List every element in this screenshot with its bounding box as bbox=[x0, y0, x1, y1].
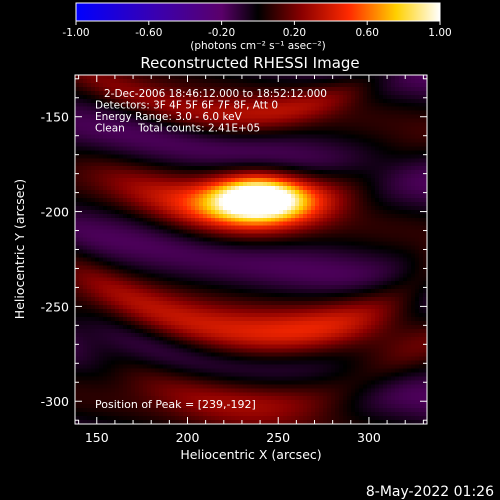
annotation-line: Clean Total counts: 2.41E+05 bbox=[95, 123, 260, 135]
peak-position-label: Position of Peak = [239,-192] bbox=[95, 398, 256, 411]
chart-title: Reconstructed RHESSI Image bbox=[140, 54, 359, 72]
x-axis-label: Heliocentric X (arcsec) bbox=[180, 447, 321, 462]
x-tick-label: 150 bbox=[85, 430, 109, 445]
footer-timestamp: 8-May-2022 01:26 bbox=[366, 484, 494, 500]
colorbar-unit-label: (photons cm⁻² s⁻¹ asec⁻²) bbox=[190, 40, 325, 52]
annotation-line: Energy Range: 3.0 - 6.0 keV bbox=[95, 111, 243, 123]
y-tick-label: -250 bbox=[41, 299, 69, 314]
x-tick-label: 300 bbox=[357, 430, 381, 445]
x-axis-ticks: 150 200 250 300 bbox=[78, 75, 424, 445]
colorbar-gradient bbox=[75, 2, 441, 22]
colorbar-tick-label: -0.20 bbox=[208, 27, 235, 39]
y-tick-label: -300 bbox=[41, 394, 69, 409]
y-tick-label: -200 bbox=[41, 205, 69, 220]
x-tick-label: 200 bbox=[176, 430, 200, 445]
colorbar-tick-label: -0.60 bbox=[135, 27, 162, 39]
x-tick-label: 250 bbox=[266, 430, 290, 445]
colorbar-ticks: -1.00 -0.60 -0.20 0.20 0.60 1.00 bbox=[62, 21, 452, 39]
y-tick-label: -150 bbox=[41, 110, 69, 125]
heatmap-image bbox=[75, 75, 427, 424]
peak-marker bbox=[256, 194, 260, 198]
y-axis-label: Heliocentric Y (arcsec) bbox=[12, 179, 27, 319]
colorbar-tick-label: 0.20 bbox=[283, 27, 306, 39]
y-axis-ticks: -300 -250 -200 -150 bbox=[41, 78, 427, 421]
annotation-line: Detectors: 3F 4F 5F 6F 7F 8F, Att 0 bbox=[95, 100, 278, 112]
colorbar-tick-label: 0.60 bbox=[356, 27, 379, 39]
colorbar-tick-label: -1.00 bbox=[62, 27, 89, 39]
heatmap-raster bbox=[75, 75, 427, 424]
annotation-line: 2-Dec-2006 18:46:12.000 to 18:52:12.000 bbox=[104, 88, 327, 100]
colorbar: -1.00 -0.60 -0.20 0.20 0.60 1.00 (photons cm⁻… bbox=[62, 2, 452, 52]
annotations: 2-Dec-2006 18:46:12.000 to 18:52:12.000D… bbox=[95, 88, 327, 135]
colorbar-tick-label: 1.00 bbox=[428, 27, 451, 39]
